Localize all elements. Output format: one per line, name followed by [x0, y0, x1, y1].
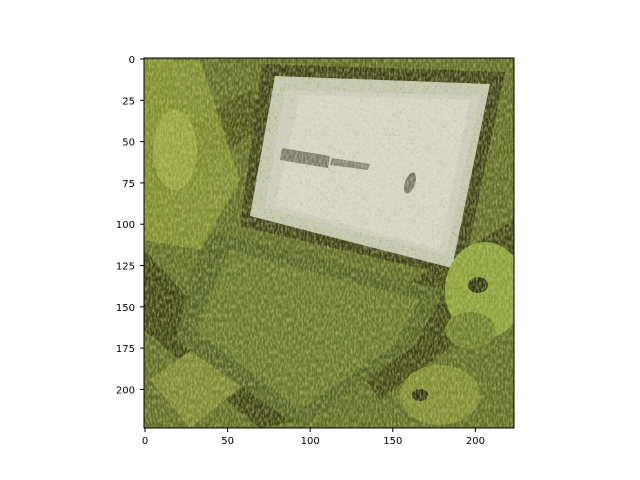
y-tick-label: 175 — [116, 344, 135, 355]
y-tick-label: 100 — [116, 220, 135, 231]
y-tick-label: 50 — [122, 138, 135, 149]
y-tick-label: 25 — [122, 96, 135, 107]
x-tick-label: 150 — [383, 436, 402, 447]
y-axis: 0 25 50 75 100 125 150 175 200 — [116, 55, 144, 396]
y-tick-label: 150 — [116, 303, 135, 314]
x-tick-label: 100 — [301, 436, 320, 447]
x-tick-label: 0 — [142, 436, 148, 447]
x-axis: 0 50 100 150 200 — [142, 428, 485, 447]
y-tick-label: 125 — [116, 262, 135, 273]
y-tick-label: 75 — [122, 179, 135, 190]
x-tick-label: 50 — [221, 436, 234, 447]
y-tick-label: 200 — [116, 385, 135, 396]
texture-image-icon — [144, 58, 514, 428]
x-tick-label: 200 — [466, 436, 485, 447]
y-tick-label: 0 — [129, 55, 135, 66]
